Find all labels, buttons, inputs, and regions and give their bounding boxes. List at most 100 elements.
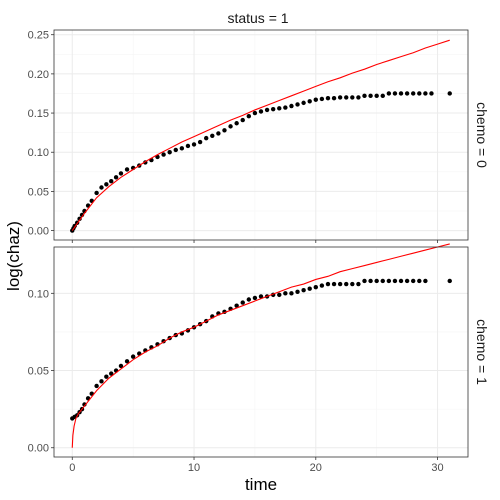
data-point [210,133,215,138]
data-point [331,281,337,287]
data-point [374,93,379,99]
data-point [301,288,306,293]
data-point [173,147,178,153]
data-point [258,294,264,299]
y-tick-label: 0.00 [28,443,49,455]
data-point [264,107,270,113]
data-point [398,278,404,284]
data-point [301,100,306,106]
panel-border [53,246,469,458]
y-tick-label: 0.05 [28,366,49,378]
data-point [447,91,452,96]
y-tick-label: 0.20 [28,69,49,81]
data-point [240,117,245,123]
data-point [270,106,276,112]
data-point [362,278,367,284]
data-point [356,95,361,100]
panel-background [54,247,468,457]
panel-chemo-1: 0.00 0.05 0.10 0 10 20 30 chemo = 1 [28,243,490,474]
x-tick-label: 30 [431,462,443,474]
data-point [216,131,221,136]
data-point [222,128,227,133]
data-point [118,363,124,369]
data-point [109,371,114,376]
data-point [94,190,99,196]
data-point [386,278,392,284]
data-point [417,278,422,284]
data-point [313,97,318,102]
data-point [240,300,245,305]
data-point [307,99,312,104]
data-point [350,281,355,287]
data-point [258,109,264,114]
data-point [429,91,434,96]
panel-background [54,30,468,240]
data-point [246,113,252,119]
data-point [344,95,349,100]
data-point [252,110,258,116]
data-point [118,171,124,176]
y-tick-label: 0.25 [28,30,49,42]
data-point [104,374,109,379]
data-point [404,278,410,284]
data-point [228,124,233,129]
data-point [252,295,258,301]
data-point [161,152,166,157]
y-tick-label: 0.05 [28,186,49,198]
data-point [277,292,282,298]
data-point [380,278,385,284]
y-tick-label: 0.00 [28,226,49,238]
data-point [99,379,104,384]
data-point [337,95,343,100]
data-point [404,91,410,96]
x-tick-label: 10 [188,462,200,474]
x-tick-label: 20 [310,462,322,474]
y-tick-label: 0.10 [28,288,49,300]
data-point [246,297,252,302]
data-point [124,359,130,364]
fit-line [71,243,450,448]
data-point [191,142,197,147]
data-point [104,182,109,187]
data-point [289,291,294,296]
data-point [392,278,398,284]
data-point [234,121,239,126]
data-point [356,281,361,287]
data-point [283,105,288,110]
row-strip-label: chemo = 0 [474,102,490,168]
data-point [374,278,379,284]
data-point [319,96,325,102]
data-point [392,91,398,96]
data-point [380,93,385,99]
x-axis-title: time [245,475,277,494]
data-point [234,303,239,308]
data-point [109,179,114,184]
data-point [167,150,172,155]
column-strip-label: status = 1 [227,10,288,26]
fit-line [71,39,450,231]
data-point [386,91,392,96]
data-point [331,95,337,101]
data-point [197,139,203,145]
data-point [185,143,191,149]
y-tick-label: 0.15 [28,108,49,120]
data-point [362,93,367,99]
data-point [295,102,300,107]
data-point [283,291,288,296]
data-point [113,175,119,180]
data-point [447,278,452,284]
data-point [130,354,136,359]
data-point [398,91,404,96]
y-tick-label: 0.10 [28,147,49,159]
data-point [350,95,355,100]
data-point [423,278,428,284]
panel-chemo-0: 0.00 0.05 0.10 0.15 0.20 0.25 chemo = 0 [28,29,490,243]
row-strip-label: chemo = 1 [474,319,490,385]
data-point [289,103,294,109]
data-point [313,284,318,290]
x-tick-label: 0 [69,462,75,474]
data-point [307,286,312,291]
data-point [411,91,416,96]
data-point [277,106,282,111]
